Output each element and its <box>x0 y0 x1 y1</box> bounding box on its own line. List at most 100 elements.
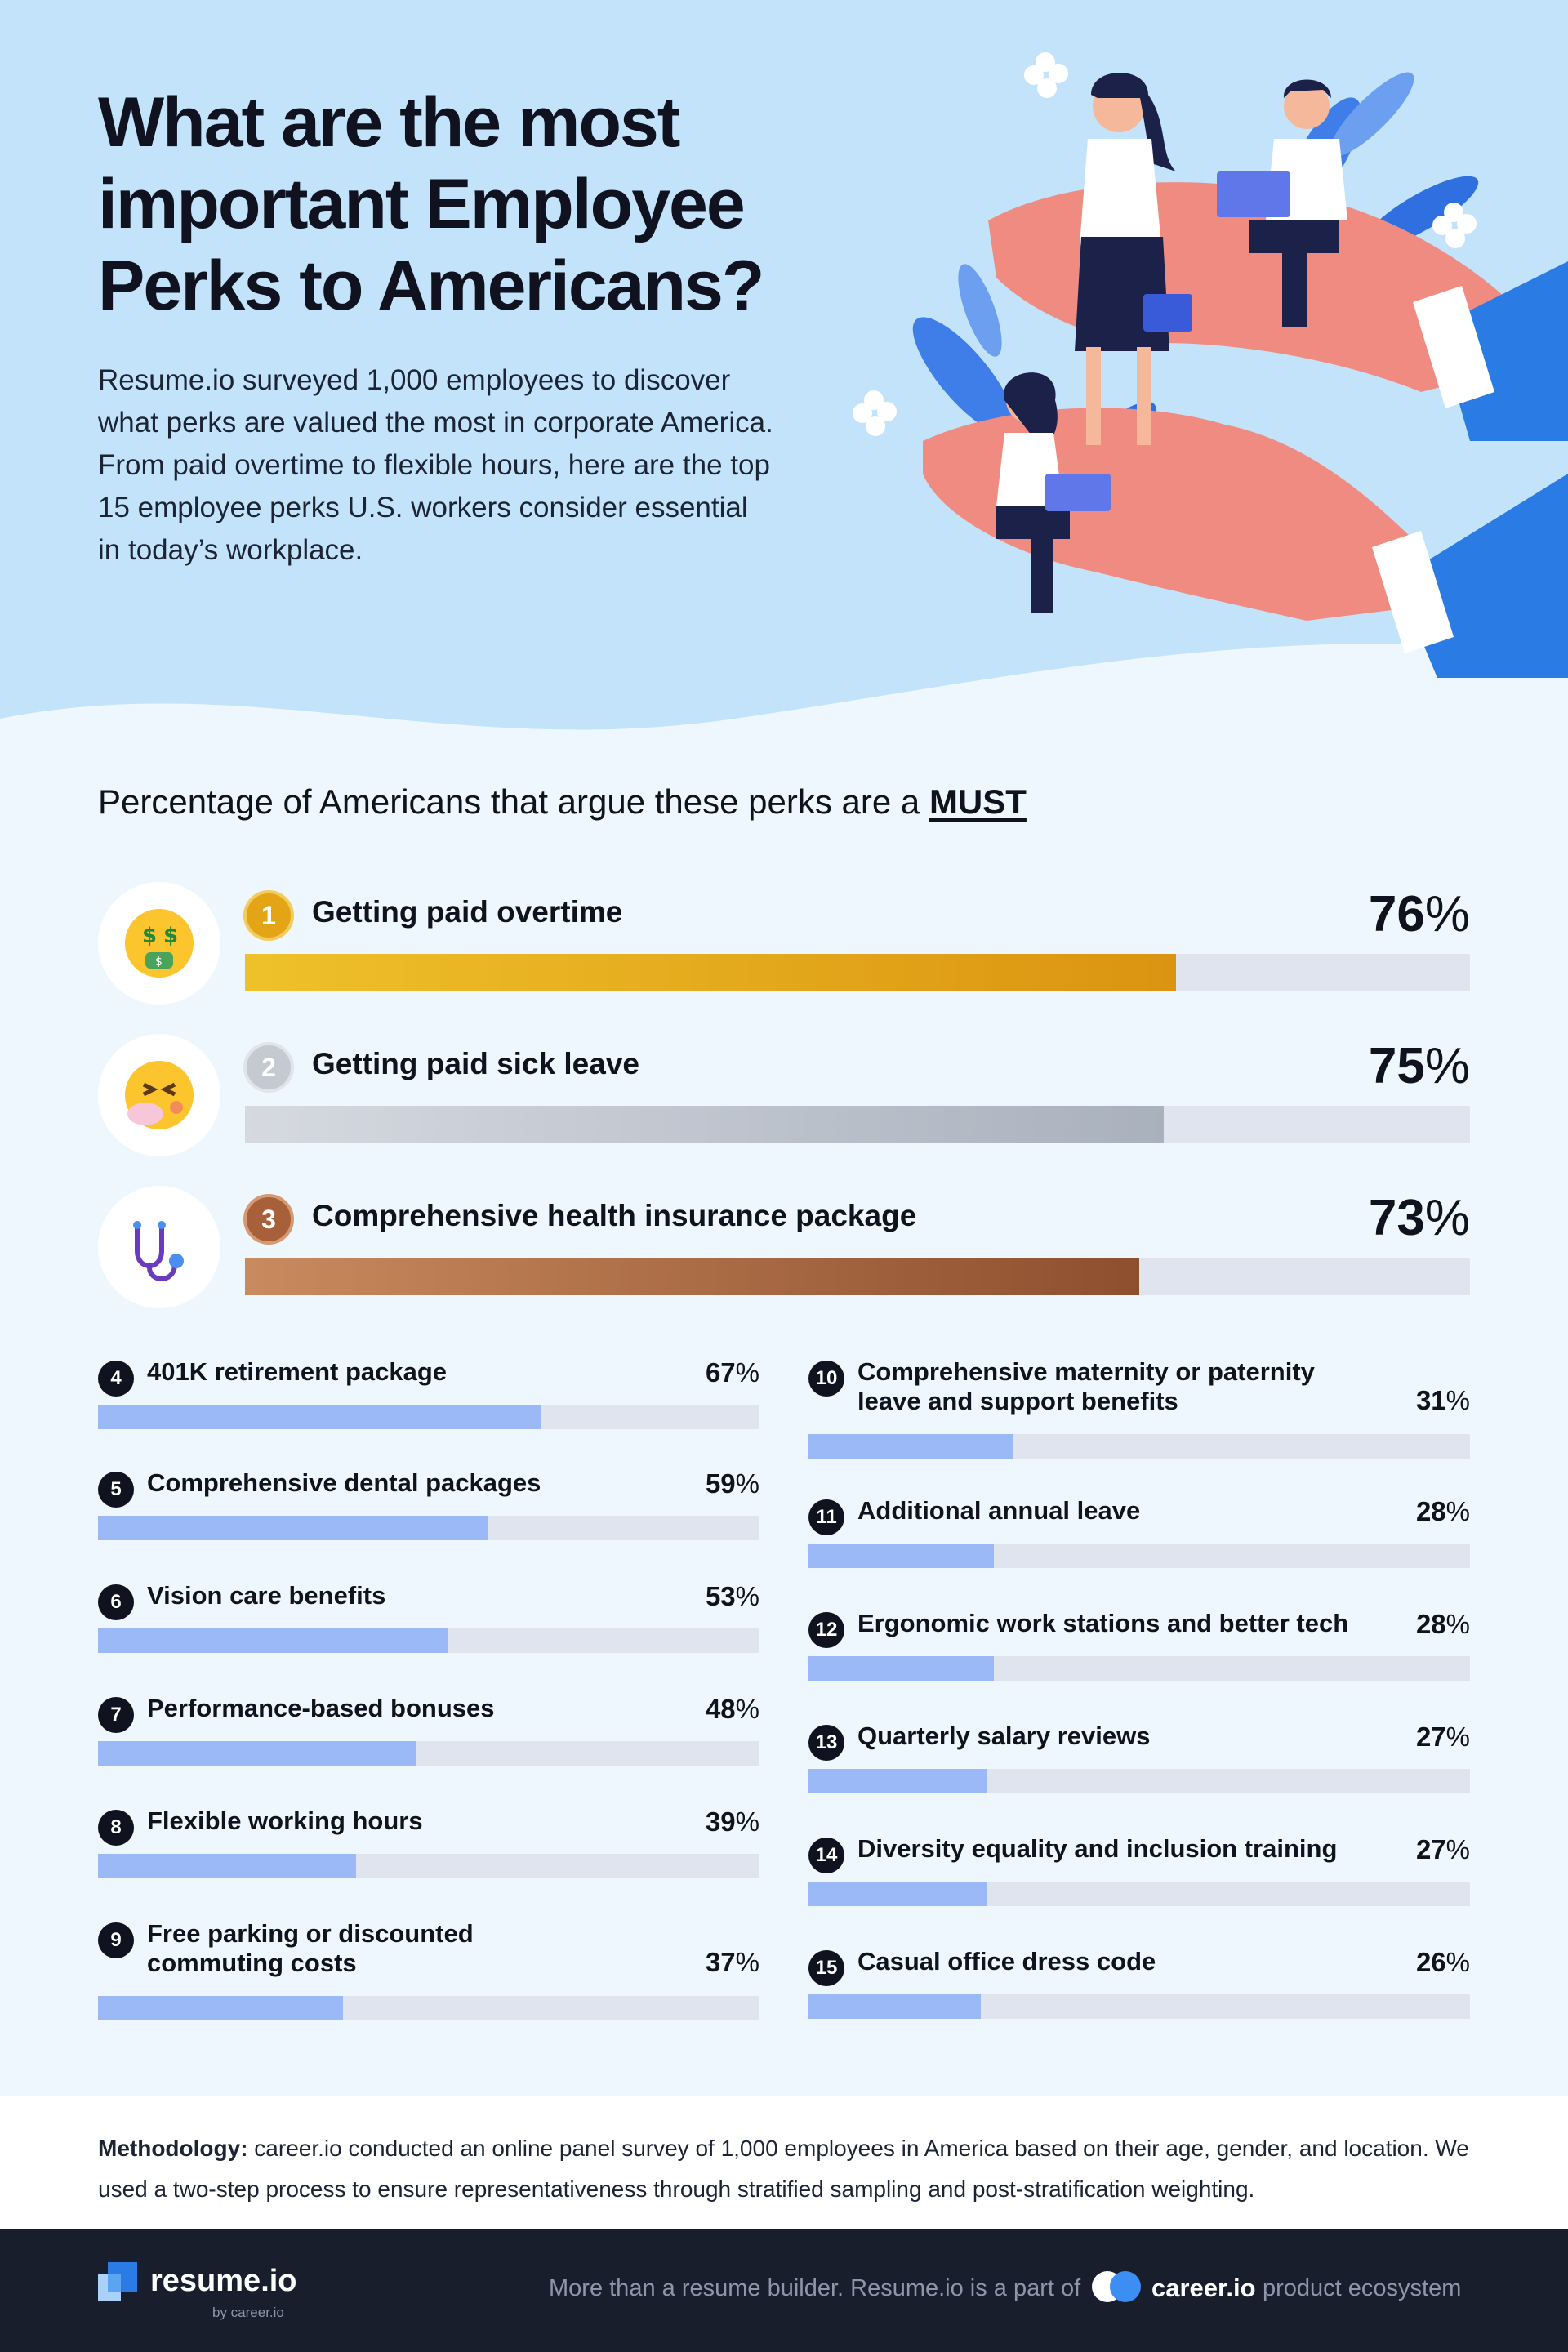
sneezing-face-icon <box>98 1034 220 1156</box>
methodology-section: Methodology: career.io conducted an onli… <box>0 2096 1568 2230</box>
bar-value: 31 <box>1415 1385 1446 1415</box>
intro-paragraph: Resume.io surveyed 1,000 employees to di… <box>98 364 773 566</box>
money-mouth-face-icon: $ $ $ <box>98 882 220 1004</box>
bar-unit: % <box>1446 1609 1470 1639</box>
top-perk-row: 2 Getting paid sick leave 75% <box>98 1034 1470 1165</box>
bar-track <box>245 954 1470 991</box>
bar-track <box>98 1741 760 1766</box>
bar <box>98 1996 343 2020</box>
rank-badge: 11 <box>808 1499 844 1535</box>
bar <box>98 1628 449 1653</box>
bar-track <box>98 1854 760 1878</box>
rank-badge: 13 <box>808 1725 844 1761</box>
perk-row: 14 Diversity equality and inclusion trai… <box>808 1834 1470 1932</box>
bar-value: 53 <box>705 1581 736 1611</box>
page-title: What are the most important Employee Per… <box>98 83 764 325</box>
bar-label: Free parking or discounted commuting cos… <box>147 1919 474 1977</box>
bar-label: Quarterly salary reviews <box>858 1722 1151 1750</box>
hero-wave-background <box>0 644 1568 784</box>
rank-badge: 10 <box>808 1361 844 1396</box>
bar-value: 73 <box>1368 1190 1425 1246</box>
resume-io-logo[interactable]: resume.io <box>150 2264 297 2298</box>
hero-section: What are the most important Employee Per… <box>0 0 1568 784</box>
bar <box>245 1106 1164 1143</box>
bar-value-label: 28% <box>1416 1609 1470 1640</box>
bar-unit: % <box>1446 1834 1470 1864</box>
bar-unit: % <box>1424 1038 1470 1094</box>
hands-with-employees-illustration <box>853 52 1568 678</box>
bar-value-label: 76% <box>1369 885 1470 943</box>
bar <box>98 1741 416 1766</box>
bar <box>808 1656 994 1681</box>
bar-label: Getting paid sick leave <box>312 1047 639 1080</box>
bar-value: 28 <box>1415 1496 1446 1526</box>
bar-track <box>245 1258 1470 1295</box>
perk-row: 13 Quarterly salary reviews 27% <box>808 1722 1470 1820</box>
top-perk-row: $ $ $ 1 Getting paid overtime 76% <box>98 882 1470 1013</box>
bar-value-label: 39% <box>706 1806 760 1838</box>
methodology-body: career.io conducted an online panel surv… <box>98 2136 1469 2202</box>
bar-value-label: 53% <box>706 1581 760 1612</box>
bar-track <box>808 1544 1470 1568</box>
methodology-text: Methodology: career.io conducted an onli… <box>98 2128 1486 2210</box>
bar <box>98 1854 356 1878</box>
bar-label: Comprehensive dental packages <box>147 1468 541 1497</box>
perk-row: 12 Ergonomic work stations and better te… <box>808 1609 1470 1707</box>
bar-value: 26 <box>1415 1947 1446 1977</box>
svg-text:$: $ <box>163 924 178 948</box>
perk-row: 11 Additional annual leave 28% <box>808 1496 1470 1594</box>
rank-badge: 8 <box>98 1810 134 1846</box>
bar-value-label: 31% <box>1416 1385 1470 1416</box>
bar <box>98 1405 541 1429</box>
bar-unit: % <box>735 1947 760 1977</box>
footer: resume.io by career.io More than a resum… <box>0 2230 1568 2352</box>
bar-track <box>808 1769 1470 1793</box>
perk-row: 9 Free parking or discounted commuting c… <box>98 1919 760 2020</box>
perk-row: 7 Performance-based bonuses 48% <box>98 1694 760 1792</box>
chart-title-emphasis: MUST <box>929 782 1027 821</box>
bar-track <box>808 1882 1470 1906</box>
bar-value: 27 <box>1415 1834 1446 1864</box>
bar-unit: % <box>735 1357 760 1388</box>
career-io-brand[interactable]: career.io <box>1152 2274 1256 2302</box>
bar <box>808 1434 1014 1459</box>
methodology-label: Methodology: <box>98 2136 248 2161</box>
bar-value: 75 <box>1368 1038 1425 1094</box>
logo-subtitle: by career.io <box>212 2305 284 2320</box>
bar-track <box>98 1628 760 1653</box>
bar-value-label: 73% <box>1369 1189 1470 1247</box>
bar-value-label: 26% <box>1416 1947 1470 1978</box>
bar-value: 76 <box>1368 886 1425 942</box>
bar-label: Ergonomic work stations and better tech <box>858 1609 1349 1637</box>
bar-label: Getting paid overtime <box>312 895 623 929</box>
bar-label: Additional annual leave <box>858 1496 1141 1525</box>
bar-value: 48 <box>705 1694 736 1724</box>
bar-unit: % <box>735 1694 760 1724</box>
stethoscope-icon <box>98 1186 220 1308</box>
bar <box>808 1769 987 1793</box>
footer-suffix: product ecosystem <box>1263 2275 1462 2301</box>
bar <box>808 1544 994 1568</box>
perk-row: 4 401K retirement package 67% <box>98 1357 760 1455</box>
rank-badge: 14 <box>808 1838 844 1873</box>
bar-unit: % <box>1424 1190 1470 1246</box>
rank-badge: 5 <box>98 1472 134 1508</box>
svg-text:$: $ <box>142 924 157 948</box>
rank-badge: 12 <box>808 1612 844 1648</box>
bar-value-label: 27% <box>1416 1722 1470 1753</box>
bar-label: Vision care benefits <box>147 1581 386 1610</box>
bar-unit: % <box>1446 1496 1470 1526</box>
resume-io-logo-icon[interactable] <box>98 2262 137 2301</box>
bar-value-label: 59% <box>706 1468 760 1499</box>
bar-unit: % <box>1446 1947 1470 1977</box>
bar-value: 28 <box>1415 1609 1446 1639</box>
bar-value: 37 <box>705 1947 736 1977</box>
bar-value: 59 <box>705 1468 736 1499</box>
bar-label: Casual office dress code <box>858 1947 1156 1976</box>
bar-unit: % <box>735 1806 760 1837</box>
bar-unit: % <box>1424 886 1470 942</box>
bar-unit: % <box>735 1581 760 1611</box>
bar-value-label: 67% <box>706 1357 760 1388</box>
bar-value: 67 <box>705 1357 736 1388</box>
bar <box>808 1882 987 1906</box>
